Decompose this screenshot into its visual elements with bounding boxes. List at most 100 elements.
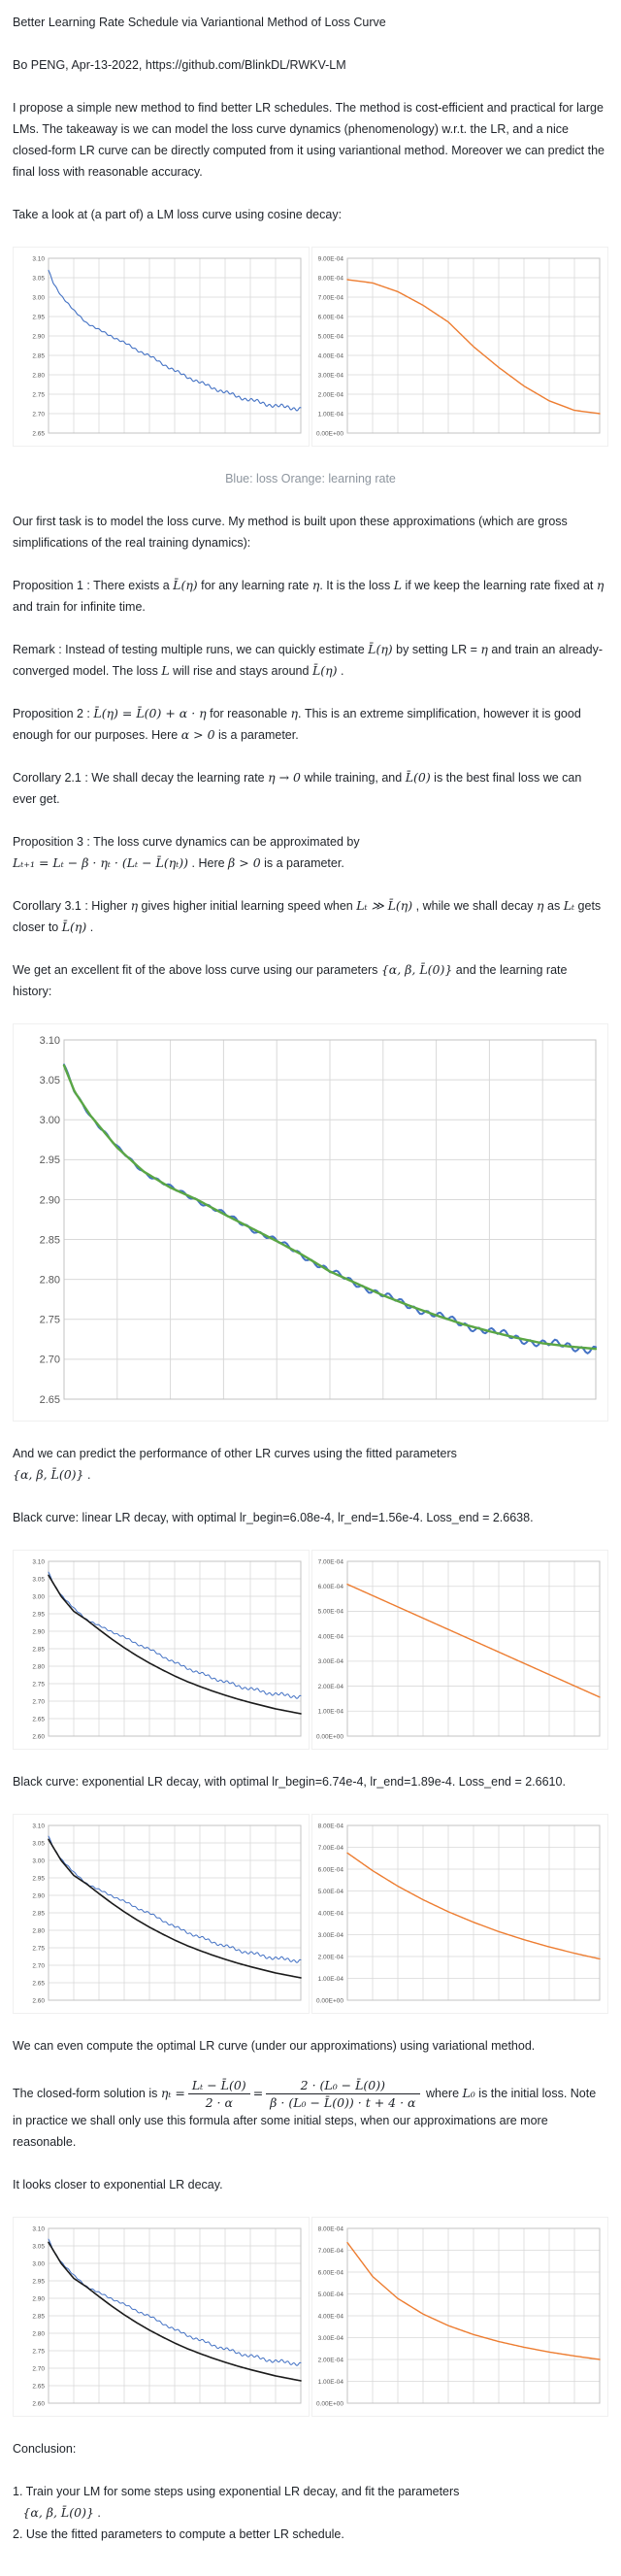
y-tick-label: 0.00E+00 [316,1733,343,1740]
y-tick-label: 4.00E-04 [318,352,344,359]
y-tick-label: 4.00E-04 [318,1633,344,1640]
series-loss-cosine-lr-run- [48,269,302,412]
y-tick-label: 1.00E-04 [318,2379,344,2386]
math-inline: η [596,578,605,592]
y-tick-label: 2.00E-04 [318,1954,344,1960]
y-tick-label: 2.65 [32,430,45,437]
series-learning-rate-cosine-decay- [346,279,601,415]
intro-paragraph: I propose a simple new method to find be… [13,97,608,183]
chart-lr-cosine: 9.00E-04 8.00E-04 7.00E-04 6.00E-04 5.00E-04… [311,247,608,447]
exp-decay-charts: 3.10 3.05 3.00 2.95 2.90 2.85 2.80 2.75 2.70 2.65… [13,1814,608,2014]
doc-content: I propose a simple new method to find be… [13,97,608,2545]
y-tick-label: 2.70 [32,2365,45,2372]
y-tick-label: 2.60 [32,2400,45,2407]
text-run: and train an already-converged model. Th… [13,643,604,678]
y-tick-label: 2.95 [32,1611,45,1618]
series-fitted-model-loss [62,1064,598,1351]
y-tick-label: 2.75 [32,1945,45,1952]
text-run: while training, and [300,771,406,785]
math-inline: η [537,898,544,913]
text-run: for reasonable [206,707,291,720]
chart-lr-linear: 7.00E-04 6.00E-04 5.00E-04 4.00E-04 3.00E-04… [311,1550,608,1750]
text-run: and the learning rate history: [13,963,568,998]
y-tick-label: 2.80 [32,372,45,379]
doc-byline: Bo PENG, Apr-13-2022, https://github.com… [13,58,346,72]
math-inline: {α, β, L̄(0)} [13,1467,84,1482]
y-tick-label: 2.75 [32,1681,45,1688]
y-tick-label: 3.05 [32,2243,45,2250]
y-tick-label: 2.80 [32,1663,45,1670]
linear-decay-label: Black curve: linear LR decay, with optim… [13,1507,608,1528]
y-tick-label: 6.00E-04 [318,1584,344,1590]
text-run: by setting LR = [392,643,481,656]
y-tick-label: 2.90 [32,1628,45,1635]
y-tick-label: 2.95 [32,1875,45,1882]
linear-decay-charts: 3.10 3.05 3.00 2.95 2.90 2.85 2.80 2.75 2.70 2.65… [13,1550,608,1750]
text-run: . Here [188,856,229,870]
text-run: . It is the loss [319,579,394,592]
y-tick-label: 2.00E-04 [318,2357,344,2363]
y-tick-label: 0.00E+00 [316,430,343,437]
y-tick-label: 9.00E-04 [318,255,344,262]
math-inline: η [480,642,488,656]
y-tick-label: 1.00E-04 [318,411,344,418]
math-inline: L̄(η) [368,642,393,656]
y-tick-label: 7.00E-04 [318,294,344,301]
y-tick-label: 8.00E-04 [318,2225,344,2232]
y-tick-label: 3.05 [40,1075,60,1087]
math-inline: η [130,898,139,913]
y-tick-label: 6.00E-04 [318,314,344,320]
y-tick-label: 4.00E-04 [318,2313,344,2320]
text-run: Our first task is to model the loss curv… [13,515,568,550]
math-inline: ηₜ = [160,2085,185,2100]
y-tick-label: 2.00E-04 [318,1684,344,1690]
variational-charts: 3.10 3.05 3.00 2.95 2.90 2.85 2.80 2.75 2.70 2.65… [13,2217,608,2417]
y-tick-label: 2.85 [40,1234,60,1246]
math-inline: L₀ [462,2085,475,2100]
math-inline: Lₜ ≫ L̄(η) [356,898,413,913]
y-tick-label: 5.00E-04 [318,2292,344,2298]
y-tick-label: 8.00E-04 [318,275,344,282]
fit-overlay-chart: 3.10 3.05 3.00 2.95 2.90 2.85 2.80 2.75 2.70 2.65 [13,1023,608,1422]
series-predicted-loss-exponential-lr-decay-loss-end-2-6610 [48,1838,302,1979]
text-run: We can even compute the optimal LR curve… [13,2039,536,2053]
y-tick-label: 2.65 [32,1980,45,1987]
y-tick-label: 3.05 [32,1840,45,1847]
y-tick-label: 2.65 [40,1394,60,1406]
y-tick-label: 2.95 [32,2278,45,2285]
y-tick-label: 5.00E-04 [318,333,344,340]
predict-paragraph: And we can predict the performance of ot… [13,1443,608,1486]
text-run: . [93,2506,101,2520]
y-tick-label: 3.10 [40,1035,60,1047]
text-run: Blue: loss Orange: learning rate [225,472,396,485]
math-inline: = [252,2085,264,2100]
y-tick-label: 1.00E-04 [318,1709,344,1716]
y-tick-label: 2.60 [32,1733,45,1740]
math-inline: L̄(η) [311,663,338,678]
y-tick-label: 2.75 [40,1315,60,1326]
y-tick-label: 5.00E-04 [318,1889,344,1895]
y-tick-label: 3.10 [32,1558,45,1565]
math-inline: β > 0 [228,855,261,870]
text-run: for any learning rate [197,579,312,592]
y-tick-label: 2.90 [32,333,45,340]
y-tick-label: 2.90 [40,1194,60,1206]
math-inline: η [290,706,299,720]
text-run: Proposition 3 : The loss curve dynamics … [13,835,360,849]
conclusion-heading: Conclusion: [13,2438,608,2459]
text-run: Remark : Instead of testing multiple run… [13,643,369,656]
y-tick-label: 2.85 [32,1910,45,1917]
text-run: . [86,920,94,934]
text-run: We get an excellent fit of the above los… [13,963,381,977]
y-tick-label: 2.00E-04 [318,391,344,398]
series-predicted-loss-variational-optimal-lr- [48,2241,302,2382]
corollary-2-1: Corollary 2.1 : We shall decay the learn… [13,767,608,810]
y-tick-label: 2.65 [32,1716,45,1723]
y-tick-label: 3.10 [32,2225,45,2232]
y-tick-label: 3.00E-04 [318,2335,344,2342]
math-inline: η → 0 [268,770,301,785]
math-inline: Lₜ [563,898,575,913]
text-run: . [337,664,344,678]
y-tick-label: 2.85 [32,352,45,359]
y-tick-label: 6.00E-04 [318,2269,344,2276]
